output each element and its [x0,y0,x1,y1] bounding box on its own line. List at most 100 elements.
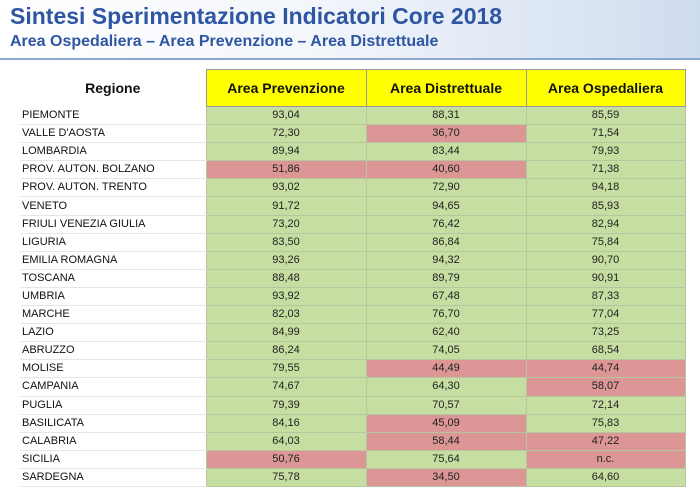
distrettuale-value-cell: 88,31 [365,105,527,126]
distrettuale-value-cell: 40,60 [365,160,527,180]
table-row: SICILIA 50,76 75,64 n.c. [20,449,686,469]
prevenzione-value-cell: 93,02 [205,178,367,198]
prevenzione-value-cell: 83,50 [205,232,367,252]
region-name-cell: MARCHE [20,305,206,325]
distrettuale-value-cell: 74,05 [365,341,527,361]
distrettuale-value-cell: 86,84 [365,232,527,252]
prevenzione-value-cell: 93,04 [205,105,367,126]
ospedaliera-value-cell: 72,14 [525,395,686,415]
ospedaliera-value-cell: 87,33 [525,286,686,307]
column-header-distrettuale: Area Distrettuale [365,69,527,107]
table-body: PIEMONTE 93,04 88,31 85,59 VALLE D'AOSTA 72,3… [20,105,686,487]
prevenzione-value-cell: 72,30 [205,124,367,144]
ospedaliera-value-cell: 94,18 [525,178,686,198]
ospedaliera-value-cell: 71,38 [525,160,686,180]
ospedaliera-value-cell: 82,94 [525,214,686,234]
table-row: LOMBARDIA 89,94 83,44 79,93 [20,142,686,162]
region-name-cell: TOSCANA [20,269,206,288]
distrettuale-value-cell: 72,90 [365,178,527,198]
prevenzione-value-cell: 75,78 [205,467,367,487]
region-name-cell: ABRUZZO [20,341,206,361]
prevenzione-value-cell: 51,86 [205,160,367,180]
table-row: PIEMONTE 93,04 88,31 85,59 [20,105,686,126]
region-name-cell: FRIULI VENEZIA GIULIA [20,215,206,234]
distrettuale-value-cell: 94,65 [365,196,527,216]
table-row: LAZIO 84,99 62,40 73,25 [20,323,686,343]
ospedaliera-value-cell: 44,74 [525,359,686,379]
distrettuale-value-cell: 89,79 [365,268,527,288]
prevenzione-value-cell: 84,16 [205,413,367,433]
table-row: VALLE D'AOSTA 72,30 36,70 71,54 [20,124,686,144]
prevenzione-value-cell: 79,55 [205,359,367,379]
prevenzione-value-cell: 73,20 [205,214,367,234]
ospedaliera-value-cell: 47,22 [525,431,686,451]
slide-subtitle: Area Ospedaliera – Area Prevenzione – Ar… [10,33,439,50]
region-name-cell: CALABRIA [20,432,206,451]
distrettuale-value-cell: 34,50 [365,467,527,487]
table-row: CAMPANIA 74,67 64,30 58,07 [20,377,686,397]
table-row: FRIULI VENEZIA GIULIA 73,20 76,42 82,94 [20,214,686,234]
distrettuale-value-cell: 83,44 [365,142,527,162]
ospedaliera-value-cell: 77,04 [525,305,686,325]
table-row: ABRUZZO 86,24 74,05 68,54 [20,341,686,361]
ospedaliera-value-cell: 90,91 [525,268,686,288]
table-header-row: Regione Area Prevenzione Area Distrettua… [20,69,686,107]
distrettuale-value-cell: 45,09 [365,413,527,433]
region-name-cell: PROV. AUTON. BOLZANO [20,160,206,180]
prevenzione-value-cell: 88,48 [205,268,367,288]
distrettuale-value-cell: 76,70 [365,305,527,325]
region-name-cell: PROV. AUTON. TRENTO [20,178,206,198]
distrettuale-value-cell: 94,32 [365,250,527,270]
table-row: LIGURIA 83,50 86,84 75,84 [20,232,686,252]
prevenzione-value-cell: 50,76 [205,449,367,469]
region-name-cell: SARDEGNA [20,468,206,487]
prevenzione-value-cell: 86,24 [205,341,367,361]
ospedaliera-value-cell: 75,83 [525,413,686,433]
slide-header: Sintesi Sperimentazione Indicatori Core … [0,0,700,60]
region-name-cell: CAMPANIA [20,377,206,397]
table-row: MARCHE 82,03 76,70 77,04 [20,305,686,325]
prevenzione-value-cell: 89,94 [205,142,367,162]
indicators-table: Regione Area Prevenzione Area Distrettua… [20,69,686,487]
ospedaliera-value-cell: 75,84 [525,232,686,252]
slide-title: Sintesi Sperimentazione Indicatori Core … [10,3,503,29]
ospedaliera-value-cell: 71,54 [525,124,686,144]
region-name-cell: LIGURIA [20,233,206,252]
region-name-cell: VENETO [20,196,206,216]
region-name-cell: MOLISE [20,359,206,379]
table-row: PROV. AUTON. TRENTO 93,02 72,90 94,18 [20,178,686,198]
prevenzione-value-cell: 82,03 [205,305,367,325]
distrettuale-value-cell: 75,64 [365,449,527,469]
distrettuale-value-cell: 70,57 [365,395,527,415]
ospedaliera-value-cell: 90,70 [525,250,686,270]
ospedaliera-value-cell: 64,60 [525,467,686,487]
prevenzione-value-cell: 93,92 [205,286,367,307]
prevenzione-value-cell: 93,26 [205,250,367,270]
distrettuale-value-cell: 58,44 [365,431,527,451]
region-name-cell: PUGLIA [20,396,206,415]
ospedaliera-value-cell: 85,93 [525,196,686,216]
ospedaliera-value-cell: 68,54 [525,341,686,361]
table-row: TOSCANA 88,48 89,79 90,91 [20,268,686,288]
table-row: UMBRIA 93,92 67,48 87,33 [20,286,686,307]
table-row: PROV. AUTON. BOLZANO 51,86 40,60 71,38 [20,160,686,180]
region-name-cell: LAZIO [20,323,206,343]
prevenzione-value-cell: 79,39 [205,395,367,415]
ospedaliera-value-cell: 73,25 [525,323,686,343]
region-name-cell: PIEMONTE [20,106,206,126]
ospedaliera-value-cell: n.c. [525,449,686,469]
region-name-cell: SICILIA [20,450,206,469]
table-row: CALABRIA 64,03 58,44 47,22 [20,431,686,451]
table-row: EMILIA ROMAGNA 93,26 94,32 90,70 [20,250,686,270]
ospedaliera-value-cell: 58,07 [525,377,686,397]
region-name-cell: BASILICATA [20,414,206,433]
prevenzione-value-cell: 74,67 [205,377,367,397]
region-name-cell: LOMBARDIA [20,142,206,162]
column-header-prevenzione: Area Prevenzione [205,69,367,107]
ospedaliera-value-cell: 79,93 [525,142,686,162]
distrettuale-value-cell: 64,30 [365,377,527,397]
distrettuale-value-cell: 62,40 [365,323,527,343]
table-row: BASILICATA 84,16 45,09 75,83 [20,413,686,433]
prevenzione-value-cell: 64,03 [205,431,367,451]
prevenzione-value-cell: 84,99 [205,323,367,343]
